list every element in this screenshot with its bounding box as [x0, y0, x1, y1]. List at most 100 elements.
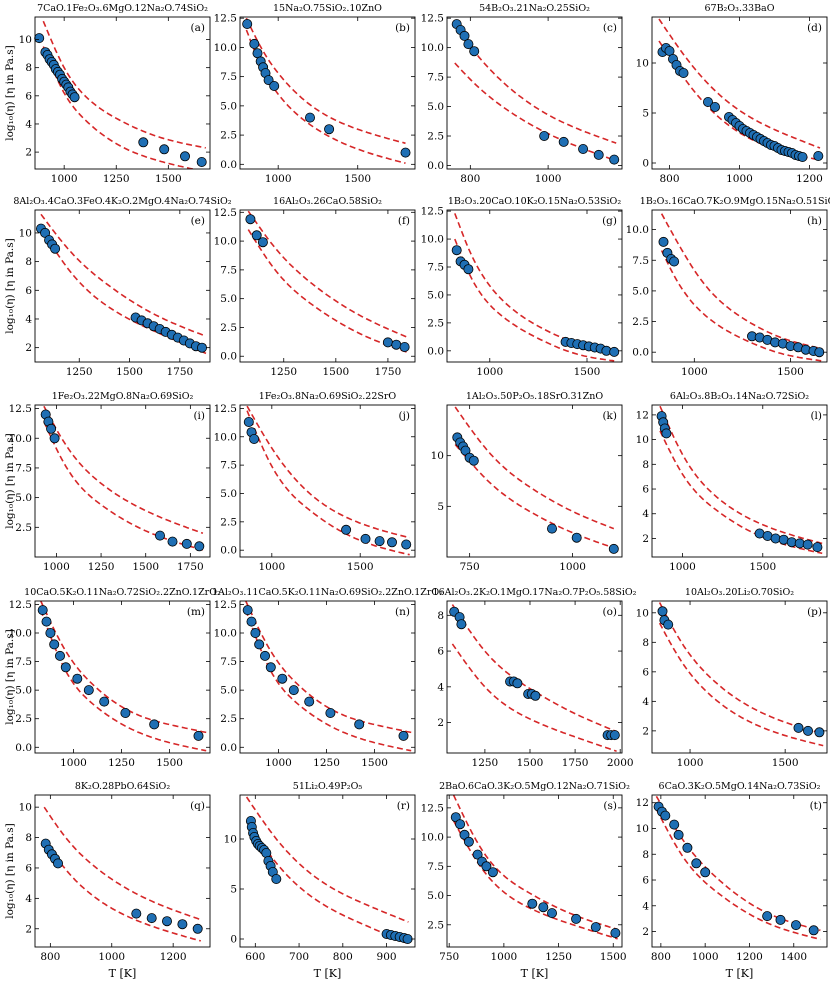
x-tick-label: 1250	[472, 757, 499, 769]
data-point	[269, 81, 280, 92]
panel-letter: (q)	[190, 800, 205, 812]
data-point	[512, 678, 523, 689]
x-tick-label: 1500	[116, 366, 143, 378]
y-tick-label: 2.5	[427, 919, 444, 931]
y-axis-label: log₁₀(η) [η in Pa.s]	[4, 45, 16, 141]
data-point	[324, 124, 335, 135]
y-tick-label: 10.0	[214, 236, 237, 248]
x-tick-label: 2000	[607, 757, 634, 769]
panel-b: 15Na₂O.75SiO₂.10ZnO (b) 1000 1500 0.0 2.5 5.0 7…	[214, 3, 416, 185]
data-point	[50, 243, 61, 254]
x-tick-label: 750	[439, 951, 459, 963]
panel-letter: (p)	[807, 606, 822, 618]
y-tick-label: 10	[224, 834, 237, 846]
x-tick-label: 1000	[51, 173, 78, 185]
data-point	[271, 874, 282, 885]
x-tick-label: 1000	[258, 561, 285, 573]
y-tick-label: 12.5	[9, 599, 32, 611]
panel-letter: (r)	[397, 800, 410, 812]
data-point	[49, 433, 60, 444]
x-tick-label: 1000	[98, 951, 125, 963]
x-axis-label: T [K]	[109, 967, 137, 980]
band-lower	[40, 609, 207, 752]
data-point	[69, 92, 80, 103]
data-point	[463, 264, 474, 275]
data-point	[691, 858, 702, 869]
data-point	[481, 861, 492, 872]
x-axis-label: T [K]	[521, 967, 549, 980]
axes-frame	[446, 209, 623, 363]
data-point	[793, 722, 804, 733]
y-tick-label: 10	[19, 802, 32, 814]
y-tick-label: 10.0	[214, 42, 237, 54]
y-tick-label: 5.0	[220, 293, 237, 305]
band-lower	[658, 622, 824, 747]
panel-letter: (j)	[399, 410, 410, 422]
axes-frame	[239, 16, 416, 170]
y-tick-label: 7.5	[427, 262, 444, 274]
band-lower	[245, 29, 406, 164]
y-tick-label: 8	[25, 832, 32, 844]
y-tick-label: 7.5	[15, 462, 32, 474]
y-tick-label: 10.0	[9, 628, 32, 640]
x-tick-label: 1500	[344, 173, 371, 185]
panel-r: 51Li₂O.49P₂O₅ (r) 600 700 800 900 0 5 10 T [K]	[224, 781, 416, 980]
y-tick-label: 10	[19, 227, 32, 239]
y-tick-label: 2	[25, 342, 32, 354]
panel-letter: (a)	[191, 22, 205, 34]
data-point	[277, 673, 288, 684]
y-tick-label: 0	[230, 934, 237, 946]
y-tick-label: 10.0	[421, 42, 444, 54]
y-tick-label: 10.0	[214, 628, 237, 640]
y-tick-label: 8	[642, 459, 649, 471]
axes-frame	[651, 600, 828, 754]
panel-s: 2BaO.6CaO.3K₂O.5MgO.12Na₂O.71SiO₂ (s) 750 1…	[421, 781, 630, 980]
band-upper	[454, 24, 617, 144]
y-tick-label: 2	[25, 923, 32, 935]
data-point	[609, 730, 620, 741]
data-point	[658, 236, 669, 247]
data-point	[398, 730, 409, 741]
y-tick-label: 5.0	[220, 100, 237, 112]
data-point	[813, 150, 824, 161]
panel-letter: (k)	[602, 410, 617, 422]
axes-frame	[34, 794, 211, 948]
x-tick-label: 1000	[491, 951, 518, 963]
x-tick-label: 800	[651, 951, 671, 963]
band-lower	[454, 238, 615, 362]
band-lower	[451, 643, 617, 752]
data-point	[37, 605, 48, 616]
data-point	[288, 685, 299, 696]
panel-title: 1B₂O₃.16CaO.7K₂O.9MgO.15Na₂O.51SiO₂	[640, 196, 830, 207]
y-tick-label: 5.0	[427, 890, 444, 902]
panel-letter: (f)	[398, 215, 410, 227]
band-upper	[42, 20, 206, 149]
panel-letter: (o)	[602, 606, 617, 618]
data-point	[257, 237, 268, 248]
panel-l: 6Al₂O₃.8B₂O₃.14Na₂O.72SiO₂(l) 1000 1500 2 4 6…	[636, 391, 828, 573]
data-point	[608, 543, 619, 554]
panel-q: 8K₂O.28PbO.64SiO₂ (q) 800 1000 1200 2 4 6 8 10log…	[4, 781, 211, 980]
y-tick-label: 0.0	[220, 159, 237, 171]
y-tick-label: 2.5	[220, 130, 237, 142]
y-tick-label: 10	[636, 607, 649, 619]
x-tick-label: 1000	[726, 173, 753, 185]
axes-frame	[651, 209, 828, 363]
panel-title: 10CaO.5K₂O.11Na₂O.72SiO₂.2ZnO.1ZrO₂	[24, 587, 221, 598]
axes-frame	[446, 794, 623, 948]
x-tick-label: 1250	[103, 173, 130, 185]
data-point	[547, 908, 558, 919]
panel-title: 8Al₂O₃.4CaO.3FeO.4K₂O.2MgO.4Na₂O.74SiO₂	[13, 196, 231, 207]
data-point	[487, 867, 498, 878]
band-upper	[452, 795, 618, 931]
panel-title: 15Na₂O.75SiO₂.10ZnO	[273, 3, 382, 14]
data-point	[83, 685, 94, 696]
y-tick-label: 6	[642, 484, 649, 496]
data-point	[527, 898, 538, 909]
x-tick-label: 1400	[780, 951, 807, 963]
y-tick-label: 6	[25, 285, 32, 297]
y-tick-label: 2.5	[427, 131, 444, 143]
panel-title: 8K₂O.28PbO.64SiO₂	[75, 781, 170, 792]
band-upper	[658, 18, 821, 149]
data-point	[161, 916, 172, 927]
